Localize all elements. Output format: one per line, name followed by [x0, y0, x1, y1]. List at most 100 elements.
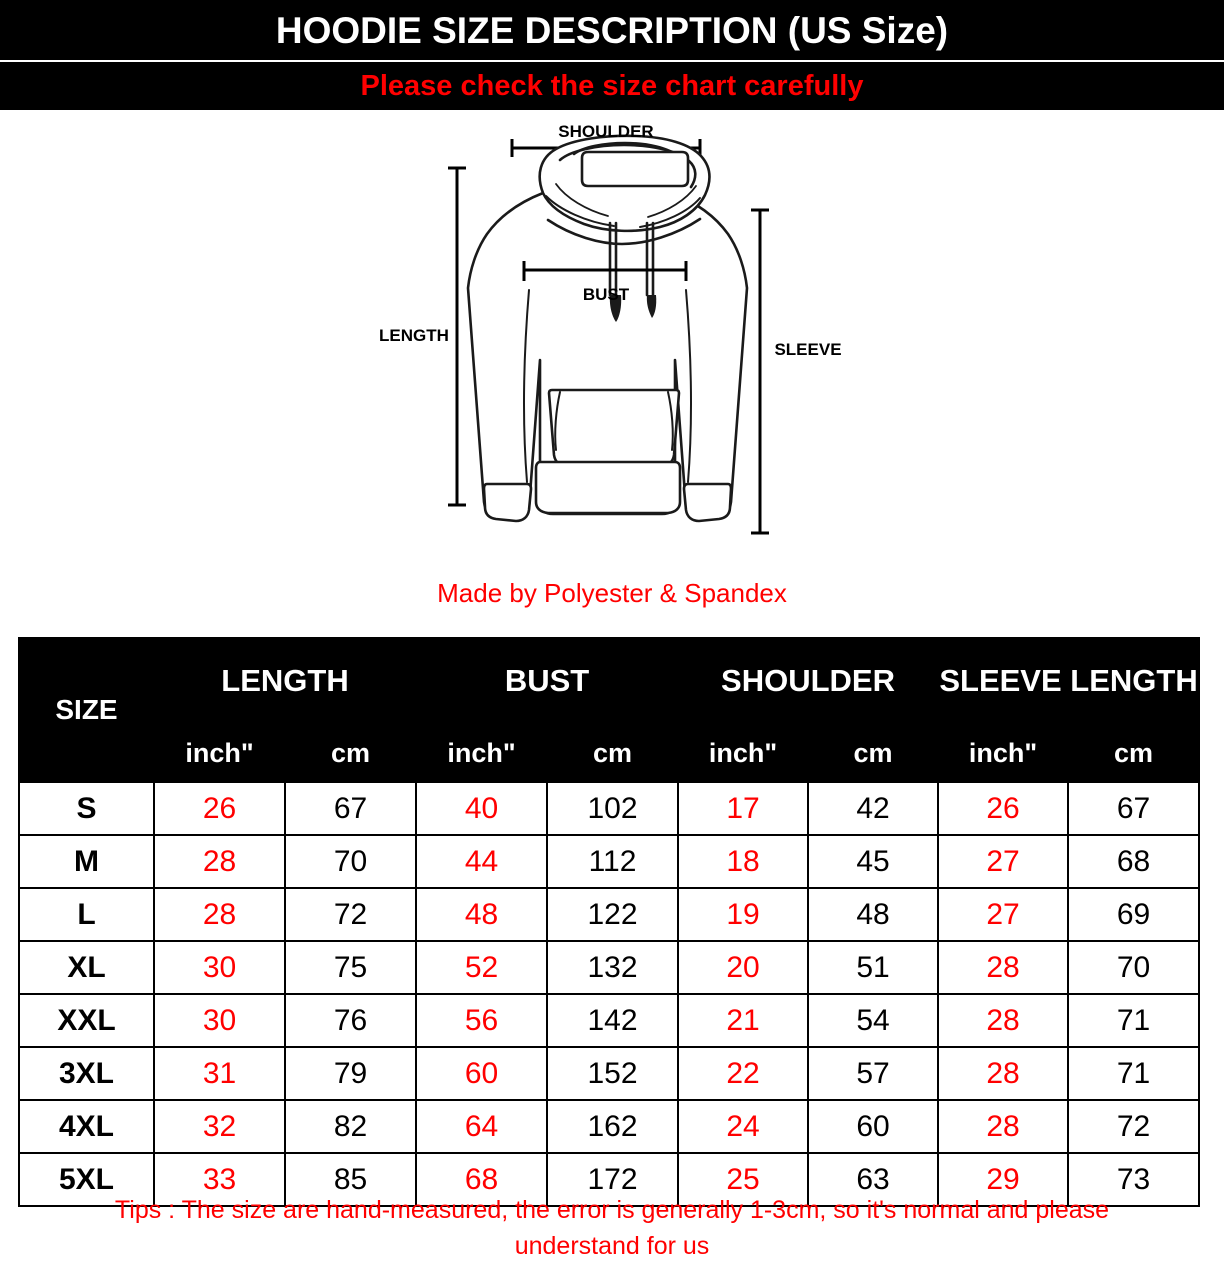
- cell-sleeve-cm: 71: [1067, 1046, 1201, 1101]
- cell-length-inch: 30: [153, 940, 286, 995]
- cell-shoulder-inch: 21: [677, 993, 810, 1048]
- cell-length-cm: 85: [284, 1152, 417, 1207]
- cell-length-cm: 75: [284, 940, 417, 995]
- cell-bust-inch: 68: [415, 1152, 548, 1207]
- cell-sleeve-cm: 70: [1067, 940, 1201, 995]
- length-dimension-line: [448, 166, 466, 507]
- column-header-sleeve-length: SLEEVE LENGTH: [937, 637, 1201, 725]
- cell-length-inch: 28: [153, 834, 286, 889]
- cell-bust-inch: 44: [415, 834, 548, 889]
- cell-length-inch: 28: [153, 887, 286, 942]
- size-table-wrapper: SIZE LENGTH BUST SHOULDER SLEEVE LENGTH …: [18, 637, 1201, 1207]
- cell-bust-cm: 152: [545, 1046, 680, 1101]
- cell-sleeve-inch: 28: [937, 940, 1070, 995]
- table-row: XXL 30 76 56 142 21 54 28 71: [18, 993, 1201, 1048]
- tips-note-line-2: understand for us: [514, 1232, 710, 1261]
- title-banner: HOODIE SIZE DESCRIPTION (US Size): [0, 0, 1224, 62]
- cell-shoulder-cm: 60: [807, 1099, 940, 1154]
- cell-shoulder-inch: 20: [677, 940, 810, 995]
- cell-bust-cm: 112: [545, 834, 680, 889]
- cell-bust-inch: 60: [415, 1046, 548, 1101]
- cell-length-inch: 32: [153, 1099, 286, 1154]
- cell-size: 3XL: [18, 1046, 155, 1101]
- cell-sleeve-inch: 26: [937, 781, 1070, 836]
- page-subtitle: Please check the size chart carefully: [360, 70, 864, 102]
- bust-label: BUST: [583, 285, 630, 304]
- cell-size: M: [18, 834, 155, 889]
- unit-header-bust-inch: inch": [415, 723, 548, 783]
- sleeve-label: SLEEVE: [774, 340, 841, 359]
- cell-bust-cm: 162: [545, 1099, 680, 1154]
- cell-length-cm: 67: [284, 781, 417, 836]
- page-title: HOODIE SIZE DESCRIPTION (US Size): [275, 10, 949, 51]
- column-header-size: SIZE: [18, 637, 155, 783]
- cell-shoulder-cm: 51: [807, 940, 940, 995]
- cell-size: S: [18, 781, 155, 836]
- cell-sleeve-inch: 28: [937, 1046, 1070, 1101]
- cell-size: L: [18, 887, 155, 942]
- subtitle-banner: Please check the size chart carefully: [0, 62, 1224, 110]
- cell-length-inch: 30: [153, 993, 286, 1048]
- cell-shoulder-cm: 54: [807, 993, 940, 1048]
- unit-header-sleeve-cm: cm: [1067, 723, 1201, 783]
- table-header: SIZE LENGTH BUST SHOULDER SLEEVE LENGTH …: [18, 637, 1201, 783]
- cell-bust-cm: 122: [545, 887, 680, 942]
- unit-header-bust-cm: cm: [545, 723, 680, 783]
- cell-length-cm: 72: [284, 887, 417, 942]
- cell-size: 4XL: [18, 1099, 155, 1154]
- cell-length-cm: 70: [284, 834, 417, 889]
- table-row: M 28 70 44 112 18 45 27 68: [18, 834, 1201, 889]
- cell-sleeve-cm: 69: [1067, 887, 1201, 942]
- cell-bust-cm: 142: [545, 993, 680, 1048]
- cell-shoulder-inch: 22: [677, 1046, 810, 1101]
- hoodie-illustration-svg: SHOULDER BUST LENGTH SLEEVE: [379, 122, 842, 535]
- tips-note: Tips : The size are hand-measured, the e…: [0, 1192, 1224, 1265]
- cell-bust-inch: 48: [415, 887, 548, 942]
- cell-shoulder-cm: 57: [807, 1046, 940, 1101]
- cell-size: XL: [18, 940, 155, 995]
- table-row: S 26 67 40 102 17 42 26 67: [18, 781, 1201, 836]
- hoodie-diagram: SHOULDER BUST LENGTH SLEEVE Made by Poly…: [0, 110, 1224, 615]
- bust-dimension-line: [522, 261, 688, 281]
- hoodie-outline: [466, 134, 749, 523]
- tips-note-line-1: Tips : The size are hand-measured, the e…: [114, 1196, 1110, 1224]
- cell-sleeve-inch: 27: [937, 887, 1070, 942]
- cell-bust-inch: 52: [415, 940, 548, 995]
- column-header-bust: BUST: [414, 637, 680, 725]
- unit-header-shoulder-inch: inch": [677, 723, 810, 783]
- unit-header-length-cm: cm: [284, 723, 417, 783]
- column-header-shoulder: SHOULDER: [677, 637, 940, 725]
- cell-bust-inch: 64: [415, 1099, 548, 1154]
- cell-length-cm: 79: [284, 1046, 417, 1101]
- table-row: L 28 72 48 122 19 48 27 69: [18, 887, 1201, 942]
- length-label: LENGTH: [379, 326, 449, 345]
- cell-length-cm: 76: [284, 993, 417, 1048]
- sleeve-dimension-line: [751, 208, 769, 535]
- cell-shoulder-inch: 18: [677, 834, 810, 889]
- cell-sleeve-cm: 73: [1067, 1152, 1201, 1207]
- column-header-length: LENGTH: [153, 637, 417, 725]
- cell-shoulder-inch: 25: [677, 1152, 810, 1207]
- cell-sleeve-cm: 72: [1067, 1099, 1201, 1154]
- cell-shoulder-cm: 48: [807, 887, 940, 942]
- shoulder-label: SHOULDER: [558, 122, 653, 141]
- table-row: 3XL 31 79 60 152 22 57 28 71: [18, 1046, 1201, 1101]
- cell-sleeve-inch: 29: [937, 1152, 1070, 1207]
- cell-shoulder-inch: 17: [677, 781, 810, 836]
- cell-sleeve-cm: 67: [1067, 781, 1201, 836]
- unit-header-sleeve-inch: inch": [937, 723, 1070, 783]
- cell-bust-cm: 172: [545, 1152, 680, 1207]
- unit-header-shoulder-cm: cm: [807, 723, 940, 783]
- cell-bust-inch: 40: [415, 781, 548, 836]
- table-row: XL 30 75 52 132 20 51 28 70: [18, 940, 1201, 995]
- cell-shoulder-inch: 24: [677, 1099, 810, 1154]
- group-header-row: SIZE LENGTH BUST SHOULDER SLEEVE LENGTH: [18, 637, 1201, 783]
- size-table: SIZE LENGTH BUST SHOULDER SLEEVE LENGTH …: [18, 637, 1201, 1207]
- cell-sleeve-cm: 71: [1067, 993, 1201, 1048]
- unit-header-length-inch: inch": [153, 723, 286, 783]
- material-note: Made by Polyester & Spandex: [437, 578, 787, 608]
- cell-sleeve-inch: 27: [937, 834, 1070, 889]
- table-row: 5XL 33 85 68 172 25 63 29 73: [18, 1152, 1201, 1207]
- cell-length-inch: 26: [153, 781, 286, 836]
